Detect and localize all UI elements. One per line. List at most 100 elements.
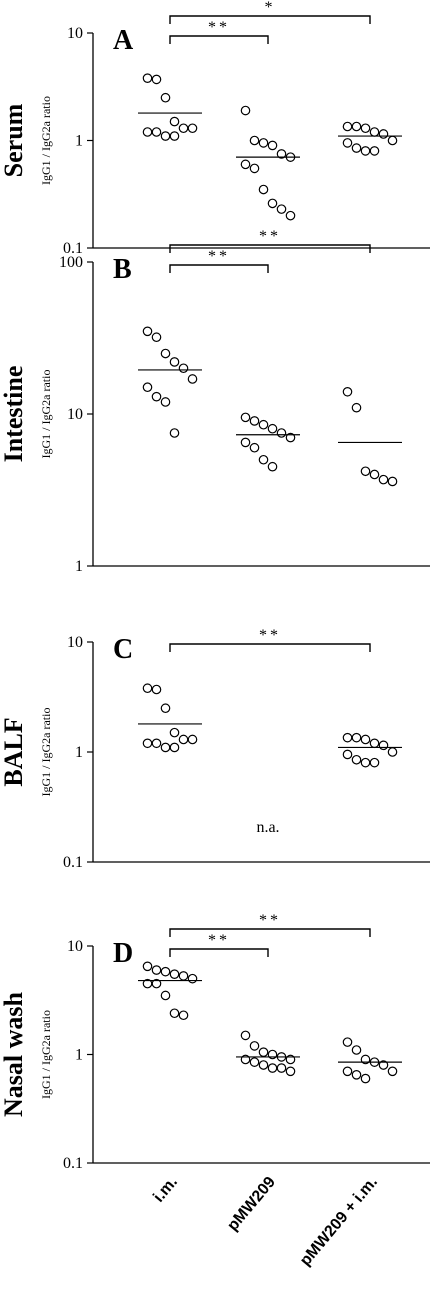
panel-d-data-point — [178, 1010, 189, 1021]
panel-c-data-point — [351, 732, 362, 743]
panel-b-data-point — [249, 416, 260, 426]
panel-a-data-point — [387, 135, 398, 146]
panel-b-data-point — [267, 423, 278, 434]
panel-a-data-point — [169, 116, 180, 127]
panel-b-data-point — [142, 326, 153, 337]
panel-a-y-tick-label: 1 — [75, 133, 83, 150]
panel-a-data-point — [151, 74, 162, 85]
panel-b-data-point — [378, 474, 389, 485]
panel-a-data-point — [258, 138, 269, 148]
panel-a-data-point — [351, 143, 362, 153]
panel-c-tissue-label: BALF — [0, 717, 28, 786]
panel-d-data-point — [276, 1063, 287, 1073]
panel-c-data-point — [169, 742, 180, 753]
panel-a-data-point — [342, 121, 353, 132]
panel-d-data-point — [351, 1045, 362, 1055]
panel-b-data-point — [258, 454, 269, 465]
panel-d-data-point — [169, 969, 180, 979]
panel-a-data-point — [249, 135, 260, 146]
panel-c-na-note: n.a. — [256, 819, 279, 836]
panel-b-significance-label: ** — [259, 228, 281, 245]
panel-b-significance-bracket — [169, 264, 269, 273]
panel-d-data-point — [360, 1073, 371, 1084]
panel-c-data-point — [187, 734, 198, 745]
panel-b-y-tick-label: 1 — [75, 558, 83, 575]
panel-b-significance-label: ** — [208, 248, 230, 265]
panel-d-significance-label: ** — [259, 912, 281, 929]
panel-b-data-point — [369, 469, 380, 480]
panel-d-data-point — [249, 1041, 260, 1051]
panel-c-data-point — [378, 740, 389, 751]
panel-d-data-point — [151, 978, 162, 989]
panel-d-data-point — [258, 1060, 269, 1070]
panel-c-data-point — [342, 749, 353, 760]
panel-b-data-point — [151, 391, 162, 402]
panel-b-data-point — [142, 382, 153, 393]
panel-c-significance-bracket — [169, 643, 371, 652]
panel-a-data-point — [351, 121, 362, 132]
panel-b-data-point — [276, 428, 287, 438]
panel-b-data-point — [387, 476, 398, 487]
panel-c-data-point — [369, 738, 380, 749]
panel-c-data-point — [142, 683, 153, 694]
panel-a-data-point — [142, 73, 153, 83]
panel-d-data-point — [160, 990, 171, 1001]
panel-a-tissue-label: Serum — [0, 103, 28, 177]
panel-d-tissue-label: Nasal wash — [0, 991, 28, 1117]
panel-a-significance-label: ** — [208, 19, 230, 36]
panel-a-data-point — [169, 131, 180, 141]
panel-c-data-point — [169, 727, 180, 738]
panel-c-y-tick-label: 10 — [67, 634, 83, 651]
panel-c-data-point — [151, 684, 162, 695]
panel-d-data-point — [178, 971, 189, 981]
panel-a-data-point — [178, 123, 189, 134]
panel-b-significance-bracket — [169, 244, 371, 253]
panel-c-data-point — [387, 747, 398, 757]
panel-a-y-tick-label: 0.1 — [63, 240, 83, 257]
panel-a-data-point — [378, 129, 389, 139]
panel-c-data-point — [142, 738, 153, 749]
panel-a-data-point — [258, 184, 269, 195]
panel-d-data-point — [249, 1057, 260, 1067]
panel-b-data-point — [240, 437, 251, 448]
panel-d-data-point — [267, 1063, 278, 1073]
panel-a-data-point — [267, 140, 278, 151]
panel-b-data-point — [351, 402, 362, 413]
panel-a-data-point — [160, 131, 171, 141]
panel-a-data-point — [369, 146, 380, 156]
panel-d-data-point — [258, 1047, 269, 1058]
panel-b-data-point — [360, 466, 371, 477]
panel-b-y-tick-label: 10 — [67, 406, 83, 423]
panel-b-data-point — [187, 374, 198, 384]
panel-b-data-point — [342, 386, 353, 397]
panel-d-significance-bracket — [169, 928, 371, 937]
panel-a-data-point — [160, 92, 171, 103]
panel-c-data-point — [369, 757, 380, 768]
panel-b-data-point — [267, 461, 278, 472]
panel-d-y-tick-label: 10 — [67, 938, 83, 955]
panel-b-y-axis-label: IgG1 / IgG2a ratio — [39, 370, 53, 459]
panel-b-data-point — [151, 332, 162, 343]
panel-a-data-point — [276, 149, 287, 159]
panel-a-y-tick-label: 10 — [67, 25, 83, 42]
panel-d-data-point — [387, 1066, 398, 1077]
panel-c-data-point — [351, 754, 362, 765]
panel-b-data-point — [160, 348, 171, 359]
panel-a-data-point — [369, 127, 380, 137]
panel-b-data-point — [169, 428, 180, 438]
panel-d-data-point — [151, 965, 162, 975]
panel-d-significance-label: ** — [208, 932, 230, 949]
panel-d-data-point — [187, 973, 198, 984]
x-category-label: i.m. — [150, 1174, 181, 1206]
panel-d-data-point — [169, 1008, 180, 1019]
panel-d-data-point — [160, 966, 171, 977]
panel-a-data-point — [240, 159, 251, 170]
panel-b-y-tick-label: 100 — [59, 254, 83, 271]
panel-c-significance-label: ** — [259, 627, 281, 644]
panel-d-data-point — [142, 978, 153, 989]
panel-c-data-point — [178, 734, 189, 745]
panel-d-significance-bracket — [169, 948, 269, 957]
panel-d-data-point — [342, 1037, 353, 1047]
panel-c-y-tick-label: 1 — [75, 744, 83, 761]
